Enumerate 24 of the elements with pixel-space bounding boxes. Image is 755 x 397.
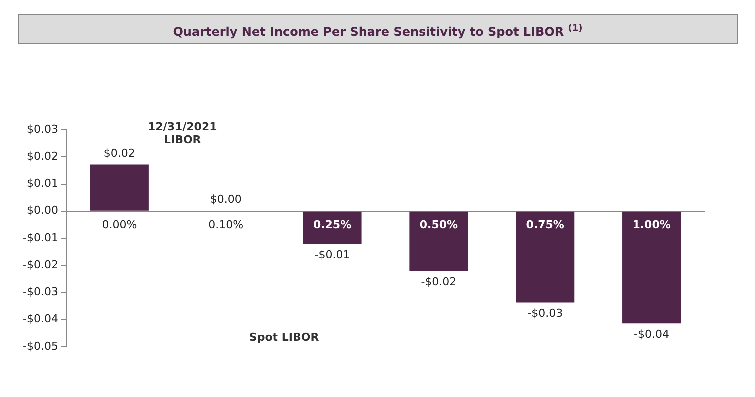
y-tick-label: $0.02 [26, 150, 58, 163]
data-label: -$0.04 [634, 328, 670, 342]
data-label: $0.00 [210, 193, 242, 206]
chart-title: Quarterly Net Income Per Share Sensitivity to Spot LIBOR $^{(1)}$ [18, 14, 738, 44]
y-tick-label: -$0.04 [22, 312, 58, 326]
data-label: -$0.03 [528, 307, 564, 320]
data-label: $0.02 [104, 147, 136, 160]
x-tick-label: 1.00% [632, 218, 671, 232]
x-axis-title: Spot LIBOR [249, 330, 320, 344]
y-tick-label: -$0.02 [22, 258, 58, 272]
x-tick-label: 0.00% [102, 218, 138, 232]
y-tick-label: $0.01 [26, 177, 58, 190]
y-tick-label: -$0.05 [22, 340, 58, 353]
x-tick-label: 0.50% [420, 218, 458, 232]
y-tick-label: -$0.01 [22, 231, 58, 244]
y-tick-label: -$0.03 [22, 286, 58, 299]
x-tick-label: 0.10% [208, 218, 244, 232]
y-tick-label: $0.00 [26, 204, 58, 218]
data-label: -$0.01 [314, 248, 350, 262]
y-tick-label: $0.03 [26, 122, 58, 136]
annotation: 12/31/2021 LIBOR [148, 120, 218, 146]
x-tick-label: 0.25% [313, 218, 352, 232]
x-tick-label: 0.75% [526, 218, 564, 232]
data-label: -$0.02 [421, 276, 457, 289]
